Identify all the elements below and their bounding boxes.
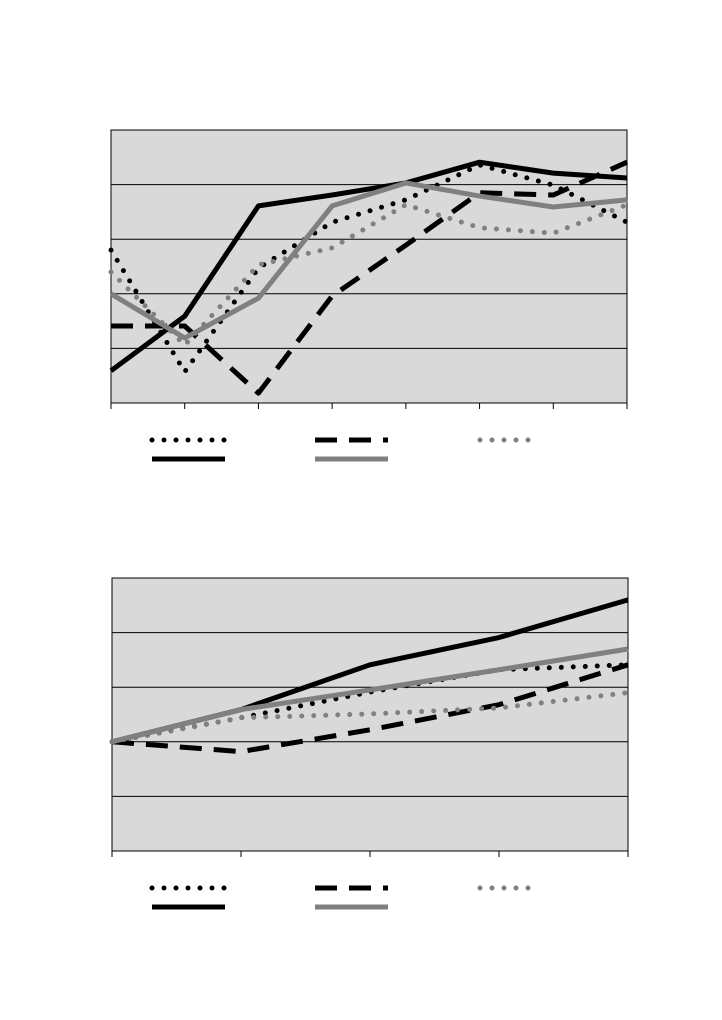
series-line xyxy=(111,159,629,396)
series-line xyxy=(111,646,629,745)
series-line xyxy=(109,690,631,745)
plot-area xyxy=(112,578,628,851)
series-line xyxy=(109,180,628,341)
series-line xyxy=(108,162,630,375)
series-line xyxy=(111,662,629,755)
plot-area xyxy=(111,130,627,403)
plot-frame xyxy=(110,129,628,404)
series-line xyxy=(109,159,628,373)
